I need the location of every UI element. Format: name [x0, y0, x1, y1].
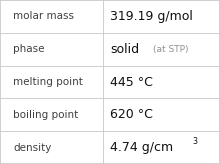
- Text: phase: phase: [13, 44, 45, 54]
- Text: 445 °C: 445 °C: [110, 75, 153, 89]
- Text: 319.19 g/mol: 319.19 g/mol: [110, 10, 193, 23]
- Text: density: density: [13, 143, 51, 153]
- Text: (at STP): (at STP): [153, 45, 189, 54]
- Text: boiling point: boiling point: [13, 110, 79, 120]
- Text: 3: 3: [192, 137, 198, 146]
- Text: solid: solid: [110, 43, 139, 56]
- Text: molar mass: molar mass: [13, 11, 74, 21]
- Text: melting point: melting point: [13, 77, 83, 87]
- Text: 620 °C: 620 °C: [110, 108, 153, 121]
- Text: 4.74 g/cm: 4.74 g/cm: [110, 141, 173, 154]
